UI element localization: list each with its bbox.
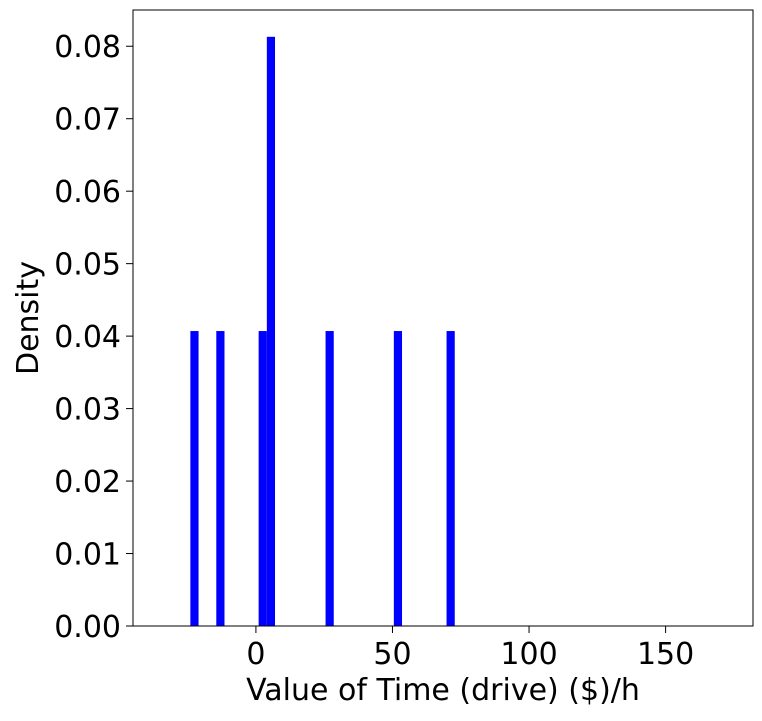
- y-tick-label: 0.06: [54, 175, 121, 210]
- y-tick-label: 0.07: [54, 103, 121, 138]
- histogram-bar: [446, 331, 455, 626]
- x-tick-label: 0: [246, 637, 265, 672]
- x-tick-label: 50: [373, 637, 411, 672]
- y-tick-label: 0.00: [54, 610, 121, 645]
- x-tick-label: 150: [637, 637, 694, 672]
- histogram-bar: [325, 331, 334, 626]
- plot-frame: [132, 9, 754, 627]
- histogram-bar: [216, 331, 225, 626]
- y-tick-label: 0.04: [54, 320, 121, 355]
- bars-layer: [190, 36, 455, 627]
- y-tick-label: 0.02: [54, 465, 121, 500]
- x-axis-label: Value of Time (drive) ($)/h: [246, 673, 640, 708]
- y-tick-label: 0.01: [54, 538, 121, 573]
- axes-layer: 0 50 100 150 0.00 0.01 0.02 0.03 0.04 0.05 0.06 0.0…: [54, 30, 694, 672]
- histogram-bar: [258, 331, 267, 626]
- y-axis-label: Density: [11, 261, 46, 375]
- histogram-bar: [393, 331, 403, 626]
- y-tick-label: 0.05: [54, 248, 121, 283]
- x-tick-label: 100: [500, 637, 557, 672]
- y-tick-label: 0.03: [54, 393, 121, 428]
- histogram-bar: [190, 331, 199, 626]
- histogram-bar: [266, 36, 276, 627]
- y-tick-label: 0.08: [54, 30, 121, 65]
